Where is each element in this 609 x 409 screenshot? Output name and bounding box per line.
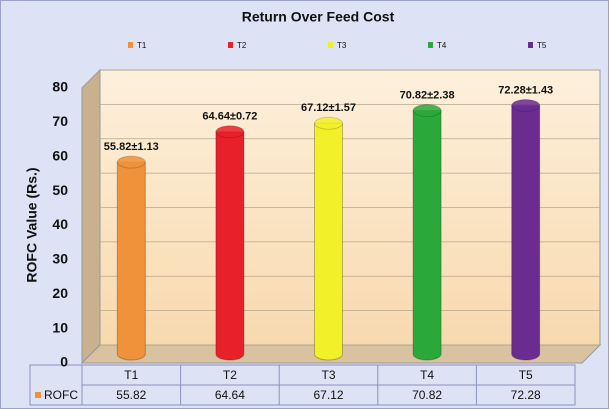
table-cell: 67.12 — [313, 388, 343, 402]
table-cell: 55.82 — [116, 388, 146, 402]
y-tick-label: 50 — [52, 182, 68, 198]
bar-top — [511, 99, 541, 113]
value-label: 70.82±2.38 — [400, 89, 455, 101]
y-tick-label: 70 — [52, 113, 68, 129]
y-tick-label: 20 — [52, 285, 68, 301]
bar-top — [215, 125, 245, 139]
legend-label: T3 — [337, 41, 347, 50]
chart-title: Return Over Feed Cost — [242, 9, 395, 25]
bar — [511, 105, 541, 361]
value-label: 55.82±1.13 — [104, 141, 159, 153]
table-header: T2 — [223, 368, 237, 382]
table-header: T5 — [519, 368, 533, 382]
table-cell: 72.28 — [511, 388, 541, 402]
table-header: T4 — [420, 368, 434, 382]
value-label: 67.12±1.57 — [301, 102, 356, 114]
legend-swatch — [128, 42, 133, 48]
series-name: ROFC — [44, 388, 78, 402]
legend-label: T2 — [237, 41, 247, 50]
bar — [215, 131, 245, 361]
table-header: T1 — [124, 368, 138, 382]
legend-label: T1 — [137, 41, 147, 50]
data-table: T1 55.82 T2 64.64 T3 67.12 T4 70.82 T5 72.28 ROFC — [29, 364, 576, 406]
table-swatch — [35, 392, 41, 398]
bar-top — [314, 116, 343, 130]
y-tick-label: 80 — [52, 79, 68, 95]
bar — [412, 110, 442, 361]
bar-top — [116, 155, 146, 169]
table-cell: 64.64 — [215, 388, 245, 402]
y-tick-label: 60 — [52, 147, 68, 163]
y-tick-label: 10 — [52, 319, 68, 335]
bar — [116, 161, 146, 361]
legend-swatch — [228, 42, 233, 48]
legend-label: T4 — [437, 41, 447, 50]
table-cell: 70.82 — [412, 388, 442, 402]
y-tick-label: 0 — [60, 354, 68, 370]
value-label: 72.28±1.43 — [498, 84, 553, 96]
legend-swatch — [428, 42, 433, 48]
y-tick-label: 30 — [52, 251, 68, 267]
y-tick-label: 40 — [52, 216, 68, 232]
side-wall — [81, 68, 101, 365]
y-axis-label: ROFC Value (Rs.) — [24, 167, 40, 282]
legend-swatch — [528, 42, 533, 48]
bar-top — [412, 104, 442, 118]
legend-swatch — [328, 42, 333, 48]
legend-label: T5 — [537, 41, 547, 50]
bar — [314, 122, 343, 361]
table-header: T3 — [321, 368, 335, 382]
value-label: 64.64±0.72 — [202, 111, 257, 123]
